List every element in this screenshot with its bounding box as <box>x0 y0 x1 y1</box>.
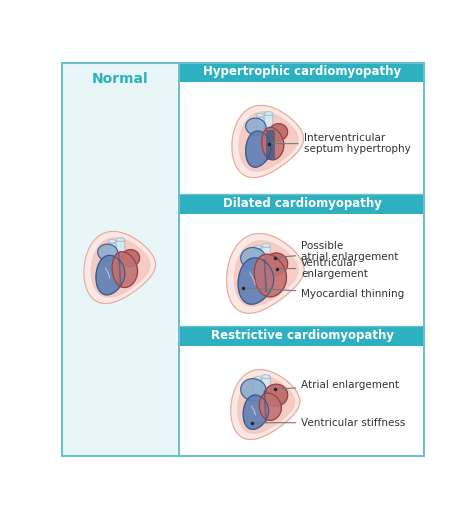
FancyBboxPatch shape <box>262 378 270 393</box>
Polygon shape <box>232 105 304 177</box>
Ellipse shape <box>108 240 116 243</box>
Polygon shape <box>91 238 150 297</box>
Bar <box>179 194 424 214</box>
Text: Interventricular
septum hypertrophy: Interventricular septum hypertrophy <box>272 133 410 154</box>
Polygon shape <box>121 250 139 267</box>
Polygon shape <box>96 255 125 295</box>
Polygon shape <box>266 130 273 159</box>
Polygon shape <box>227 233 304 314</box>
Polygon shape <box>262 127 284 160</box>
Polygon shape <box>238 258 273 304</box>
Polygon shape <box>259 393 282 420</box>
FancyBboxPatch shape <box>256 118 264 130</box>
Polygon shape <box>238 376 294 433</box>
Polygon shape <box>112 252 137 287</box>
Text: Ventricular stiffness: Ventricular stiffness <box>255 418 406 428</box>
Ellipse shape <box>256 114 264 117</box>
FancyBboxPatch shape <box>264 115 273 130</box>
Ellipse shape <box>262 375 270 378</box>
Bar <box>179 62 424 82</box>
Ellipse shape <box>254 246 262 249</box>
FancyBboxPatch shape <box>262 247 270 262</box>
Polygon shape <box>241 248 266 270</box>
Ellipse shape <box>116 237 125 242</box>
Polygon shape <box>254 254 286 297</box>
FancyBboxPatch shape <box>254 250 262 262</box>
Text: Restrictive cardiomyopathy: Restrictive cardiomyopathy <box>211 329 394 342</box>
Polygon shape <box>84 231 155 304</box>
Text: Hypertrophic cardiomyopathy: Hypertrophic cardiomyopathy <box>203 65 401 78</box>
Polygon shape <box>239 112 298 171</box>
Bar <box>62 63 177 456</box>
Polygon shape <box>243 395 269 429</box>
Text: Possible
atrial enlargement: Possible atrial enlargement <box>277 241 399 262</box>
Text: Ventricular
enlargement: Ventricular enlargement <box>280 258 368 279</box>
Polygon shape <box>241 379 266 401</box>
Polygon shape <box>246 131 271 167</box>
Ellipse shape <box>264 112 273 116</box>
Text: Atrial enlargement: Atrial enlargement <box>277 380 399 390</box>
FancyBboxPatch shape <box>116 241 125 255</box>
FancyBboxPatch shape <box>254 381 262 393</box>
FancyBboxPatch shape <box>108 244 116 255</box>
Polygon shape <box>246 118 266 135</box>
Text: Myocardial thinning: Myocardial thinning <box>246 288 404 299</box>
Ellipse shape <box>254 377 262 380</box>
Text: Normal: Normal <box>91 72 148 86</box>
Polygon shape <box>98 244 118 261</box>
Polygon shape <box>231 370 300 439</box>
Polygon shape <box>269 124 288 141</box>
Text: Dilated cardiomyopathy: Dilated cardiomyopathy <box>223 197 382 210</box>
Bar <box>179 325 424 345</box>
Polygon shape <box>264 384 288 406</box>
Polygon shape <box>264 253 288 275</box>
Ellipse shape <box>262 244 270 247</box>
Polygon shape <box>234 241 298 306</box>
